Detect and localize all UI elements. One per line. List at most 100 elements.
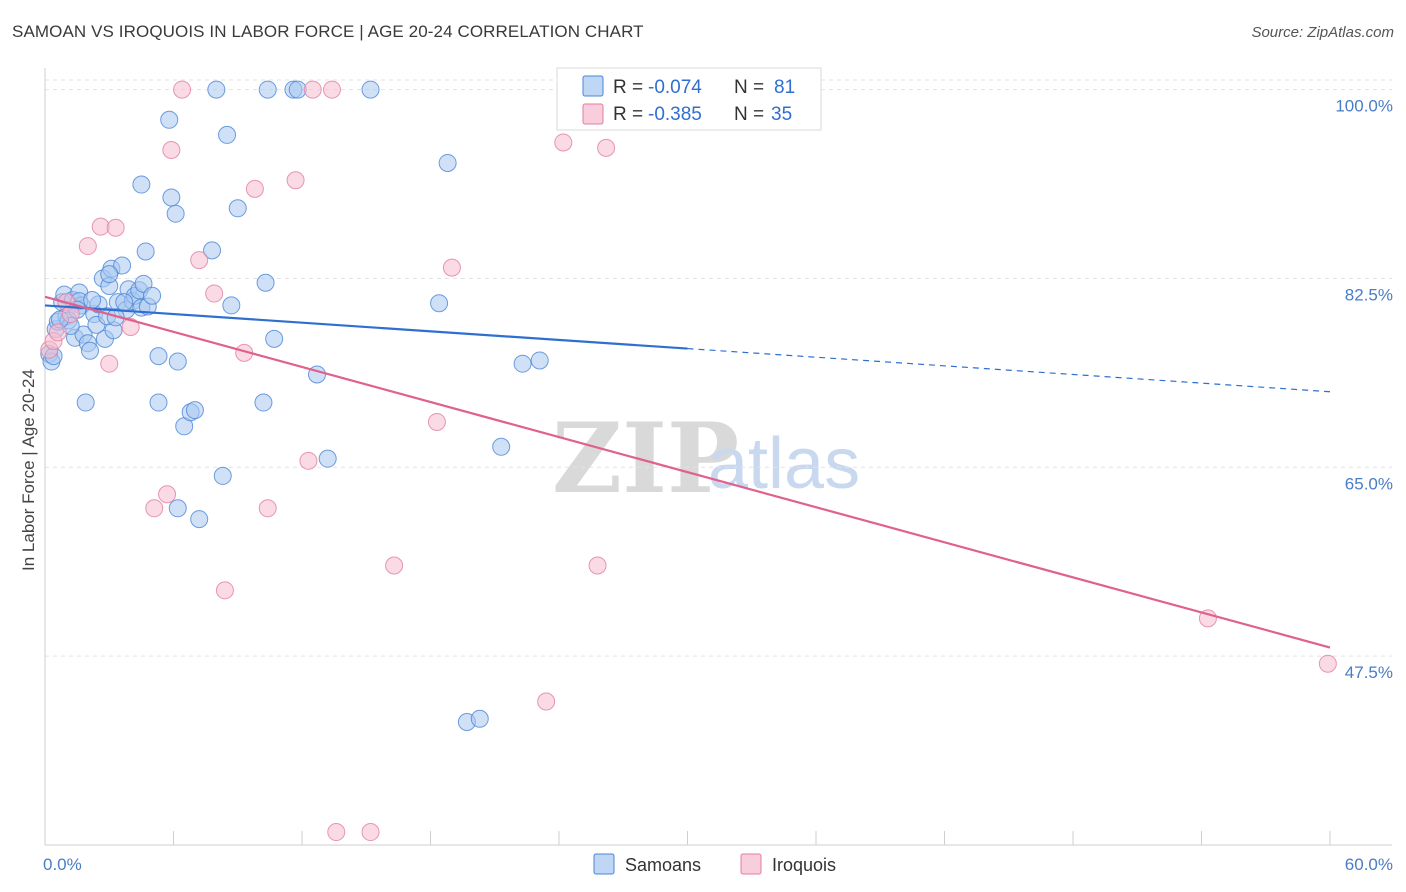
bottom-legend-samoans-label: Samoans xyxy=(625,855,701,875)
legend-iroquois-n-value: 35 xyxy=(771,104,792,125)
samoans-point xyxy=(168,352,187,371)
iroquois-point xyxy=(385,556,404,575)
watermark-zip: ZIP xyxy=(552,402,739,515)
stats-legend: R = -0.074 N = 81 R = -0.385 N = 35 xyxy=(556,67,822,131)
samoans-point xyxy=(288,80,307,99)
samoans-point xyxy=(256,273,275,292)
legend-iroquois-r-value: -0.385 xyxy=(648,104,702,125)
legend-iroquois-r-label: R = xyxy=(613,104,643,125)
samoans-point xyxy=(361,80,380,99)
iroquois-point xyxy=(286,171,305,190)
samoans-point xyxy=(162,188,181,207)
legend-samoans-n-label: N = xyxy=(734,77,764,98)
samoans-point xyxy=(430,294,449,313)
samoans-point xyxy=(254,393,273,412)
samoans-point xyxy=(160,110,179,129)
iroquois-point xyxy=(158,485,177,504)
iroquois-point xyxy=(121,318,140,336)
bottom-legend-iroquois-swatch xyxy=(740,853,762,875)
gridlines xyxy=(45,79,1392,657)
iroquois-point xyxy=(190,251,209,270)
iroquois-point xyxy=(106,218,125,237)
samoans-trend-line xyxy=(44,304,688,350)
samoans-point xyxy=(265,329,284,348)
bottom-legend-samoans-swatch xyxy=(593,853,615,875)
samoans-point xyxy=(80,341,99,360)
samoans-point xyxy=(530,351,549,370)
iroquois-point xyxy=(48,323,67,342)
iroquois-point xyxy=(327,823,346,842)
iroquois-trend-line xyxy=(44,295,1331,649)
iroquois-point xyxy=(299,451,318,470)
iroquois-point xyxy=(427,412,446,431)
iroquois-point xyxy=(442,258,461,277)
samoans-trend-line-extrapolated xyxy=(687,347,1331,393)
iroquois-point xyxy=(215,581,234,600)
y-tick-label: 100.0% xyxy=(1335,97,1393,116)
chart-title: SAMOAN VS IROQUOIS IN LABOR FORCE | AGE … xyxy=(12,22,644,41)
samoans-point xyxy=(100,265,119,284)
samoans-point xyxy=(203,241,222,260)
y-tick-label: 47.5% xyxy=(1345,663,1393,682)
watermark-atlas: atlas xyxy=(708,424,860,504)
samoans-point xyxy=(207,80,226,99)
bottom-legend-iroquois-label: Iroquois xyxy=(772,855,836,875)
samoans-point xyxy=(168,499,187,518)
iroquois-point xyxy=(537,692,556,711)
samoans-point xyxy=(222,296,241,315)
y-tick-label: 82.5% xyxy=(1345,285,1393,304)
iroquois-point xyxy=(61,305,80,324)
series-legend: Samoans Iroquois xyxy=(593,853,836,875)
samoans-point xyxy=(318,449,337,468)
iroquois-point xyxy=(78,237,97,256)
samoans-point xyxy=(143,286,162,305)
y-axis-label: In Labor Force | Age 20-24 xyxy=(19,369,38,571)
iroquois-point xyxy=(361,823,380,842)
data-points xyxy=(40,80,1337,842)
samoans-point xyxy=(115,293,134,312)
axes: 100.0% 82.5% 65.0% 47.5% 0.0% 60.0% xyxy=(43,68,1393,874)
samoans-point xyxy=(492,437,511,456)
iroquois-point xyxy=(205,284,224,303)
iroquois-point xyxy=(322,80,341,99)
iroquois-point xyxy=(91,217,110,236)
samoans-point xyxy=(166,204,185,223)
iroquois-point xyxy=(303,80,322,99)
samoans-point xyxy=(213,466,232,485)
samoans-point xyxy=(190,510,209,529)
iroquois-point xyxy=(258,499,277,518)
iroquois-point xyxy=(588,556,607,575)
legend-samoans-r-value: -0.074 xyxy=(648,77,702,98)
samoans-point xyxy=(185,401,204,420)
y-tick-label: 65.0% xyxy=(1345,474,1393,493)
samoans-point xyxy=(149,347,168,366)
samoans-point xyxy=(83,291,102,310)
legend-iroquois-swatch xyxy=(582,103,604,125)
legend-samoans-n-value: 81 xyxy=(774,77,795,98)
samoans-point xyxy=(513,354,532,373)
samoans-point xyxy=(218,125,237,144)
trend-lines xyxy=(44,295,1331,649)
samoans-point xyxy=(113,256,132,275)
iroquois-point xyxy=(162,141,181,160)
samoans-point xyxy=(136,242,155,261)
iroquois-point xyxy=(597,138,616,157)
samoans-point xyxy=(132,175,151,194)
samoans-point xyxy=(76,393,95,412)
samoans-point xyxy=(258,80,277,99)
iroquois-point xyxy=(173,80,192,99)
iroquois-point xyxy=(245,179,264,198)
x-tick-label: 60.0% xyxy=(1345,855,1393,874)
iroquois-point xyxy=(554,133,573,152)
legend-iroquois-n-label: N = xyxy=(734,104,764,125)
samoans-point xyxy=(228,199,247,218)
iroquois-point xyxy=(100,354,119,373)
iroquois-point xyxy=(145,499,164,518)
samoans-point xyxy=(470,709,489,728)
legend-samoans-r-label: R = xyxy=(613,77,643,98)
iroquois-point xyxy=(1318,654,1337,673)
legend-samoans-swatch xyxy=(582,75,604,97)
source-label: Source: ZipAtlas.com xyxy=(1251,24,1394,41)
samoans-point xyxy=(149,393,168,412)
